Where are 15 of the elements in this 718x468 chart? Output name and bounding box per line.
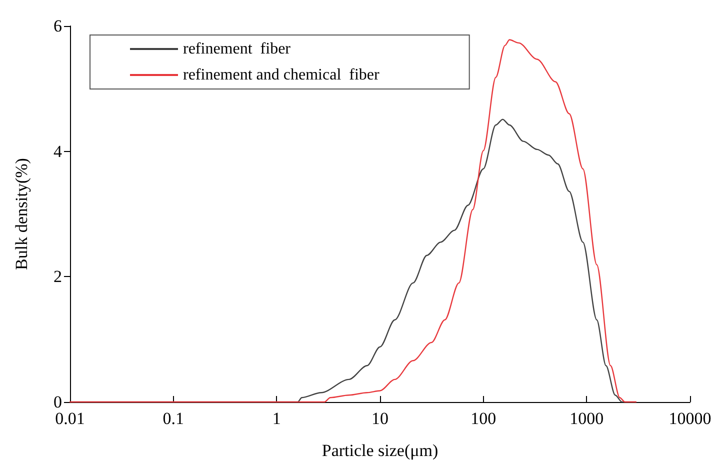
x-tick-label: 100 xyxy=(470,409,496,428)
x-tick-label: 1 xyxy=(272,409,281,428)
x-tick-label: 10000 xyxy=(668,409,712,428)
legend-label: refinement fiber xyxy=(183,40,292,58)
legend-label: refinement and chemical fiber xyxy=(183,66,380,84)
y-axis-title: Bulk density(%) xyxy=(12,158,31,270)
x-tick-label: 10 xyxy=(372,409,388,428)
x-axis-title: Particle size(μm) xyxy=(322,441,438,460)
y-tick-label: 2 xyxy=(54,267,62,286)
y-tick-label: 4 xyxy=(54,142,62,161)
y-tick-label: 6 xyxy=(54,16,62,36)
x-tick-label: 0.1 xyxy=(162,409,184,428)
x-tick-label: 0.01 xyxy=(55,409,85,428)
x-tick-label: 1000 xyxy=(570,409,604,428)
y-tick-label: 0 xyxy=(54,392,62,412)
